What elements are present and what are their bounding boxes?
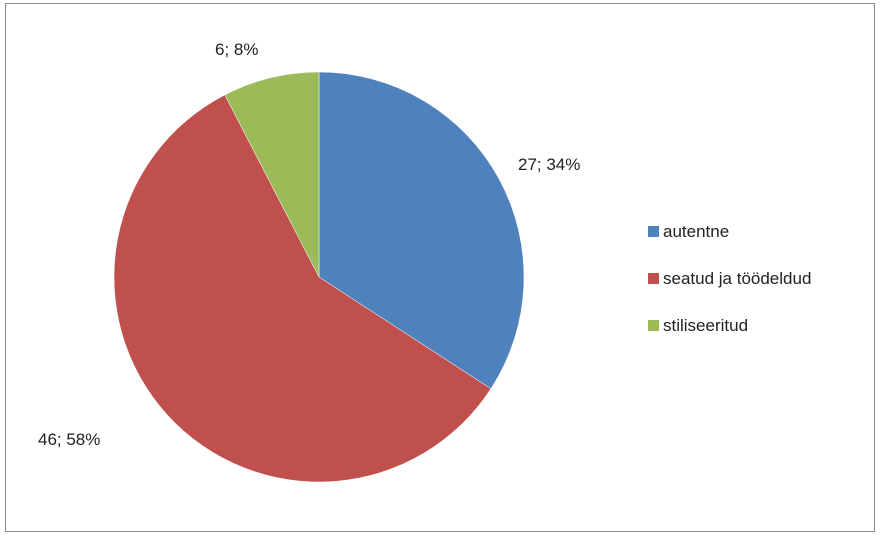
pie-slices	[113, 71, 525, 483]
data-label-1: 27; 34%	[518, 155, 580, 174]
legend-label-1: autentne	[663, 222, 729, 241]
pie-slice-1	[318, 71, 525, 390]
legend-swatch-1	[648, 226, 659, 237]
legend-label-2: seatud ja töödeldud	[663, 269, 811, 288]
legend-swatch-2	[648, 273, 659, 284]
data-label-3: 6; 8%	[215, 40, 258, 59]
data-label-2: 46; 58%	[38, 430, 100, 449]
pie-slice-3	[224, 71, 320, 278]
legend-swatch-3	[648, 320, 659, 331]
legend-label-3: stiliseeritud	[663, 316, 748, 335]
chart-legend: autentne seatud ja töödeldud stiliseeritud	[648, 222, 811, 335]
pie-slice-2	[113, 94, 492, 483]
pie-data-labels: 27; 34% 46; 58% 6; 8%	[38, 40, 580, 449]
